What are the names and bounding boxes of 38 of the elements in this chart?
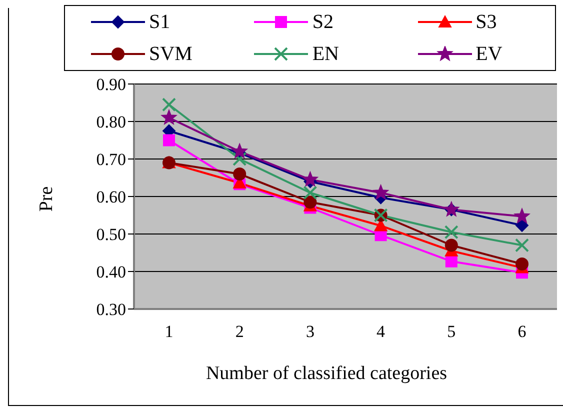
- legend-label: S1: [149, 10, 170, 34]
- y-tick-label: 0.60: [96, 188, 126, 207]
- point: [373, 184, 388, 200]
- legend-label: S3: [476, 10, 497, 34]
- point: [233, 168, 246, 180]
- y-tick-label: 0.30: [96, 300, 126, 320]
- y-tick-label: 0.50: [96, 225, 126, 244]
- point: [232, 144, 248, 158]
- legend-label: EN: [312, 42, 339, 66]
- point: [516, 218, 528, 232]
- point: [514, 208, 530, 223]
- y-tick-label: 0.90: [96, 75, 126, 94]
- x-tick-label: 2: [235, 322, 244, 342]
- point: [516, 258, 528, 270]
- legend-label: SVM: [149, 42, 192, 66]
- y-tick-label: 0.40: [96, 262, 126, 282]
- y-tick-label: 0.80: [96, 112, 126, 132]
- legend-label: EV: [476, 42, 502, 66]
- y-axis-title: Pre: [36, 185, 58, 214]
- x-axis-title: Number of classified categories: [204, 363, 448, 385]
- legend-label: S2: [312, 10, 334, 34]
- x-tick-label: 4: [376, 322, 386, 342]
- point: [444, 225, 458, 240]
- point: [304, 196, 317, 209]
- x-tick-label: 1: [164, 322, 174, 342]
- x-tick-label: 6: [518, 322, 526, 342]
- point: [444, 238, 458, 252]
- x-tick-label: 5: [447, 322, 456, 342]
- point: [445, 255, 458, 268]
- point: [163, 134, 175, 146]
- point: [515, 238, 529, 252]
- point: [232, 152, 247, 166]
- y-tick-label: 0.70: [96, 150, 126, 170]
- point: [161, 110, 177, 124]
- x-tick-label: 3: [306, 322, 314, 342]
- point: [302, 172, 318, 186]
- point: [303, 186, 318, 200]
- point: [162, 98, 176, 112]
